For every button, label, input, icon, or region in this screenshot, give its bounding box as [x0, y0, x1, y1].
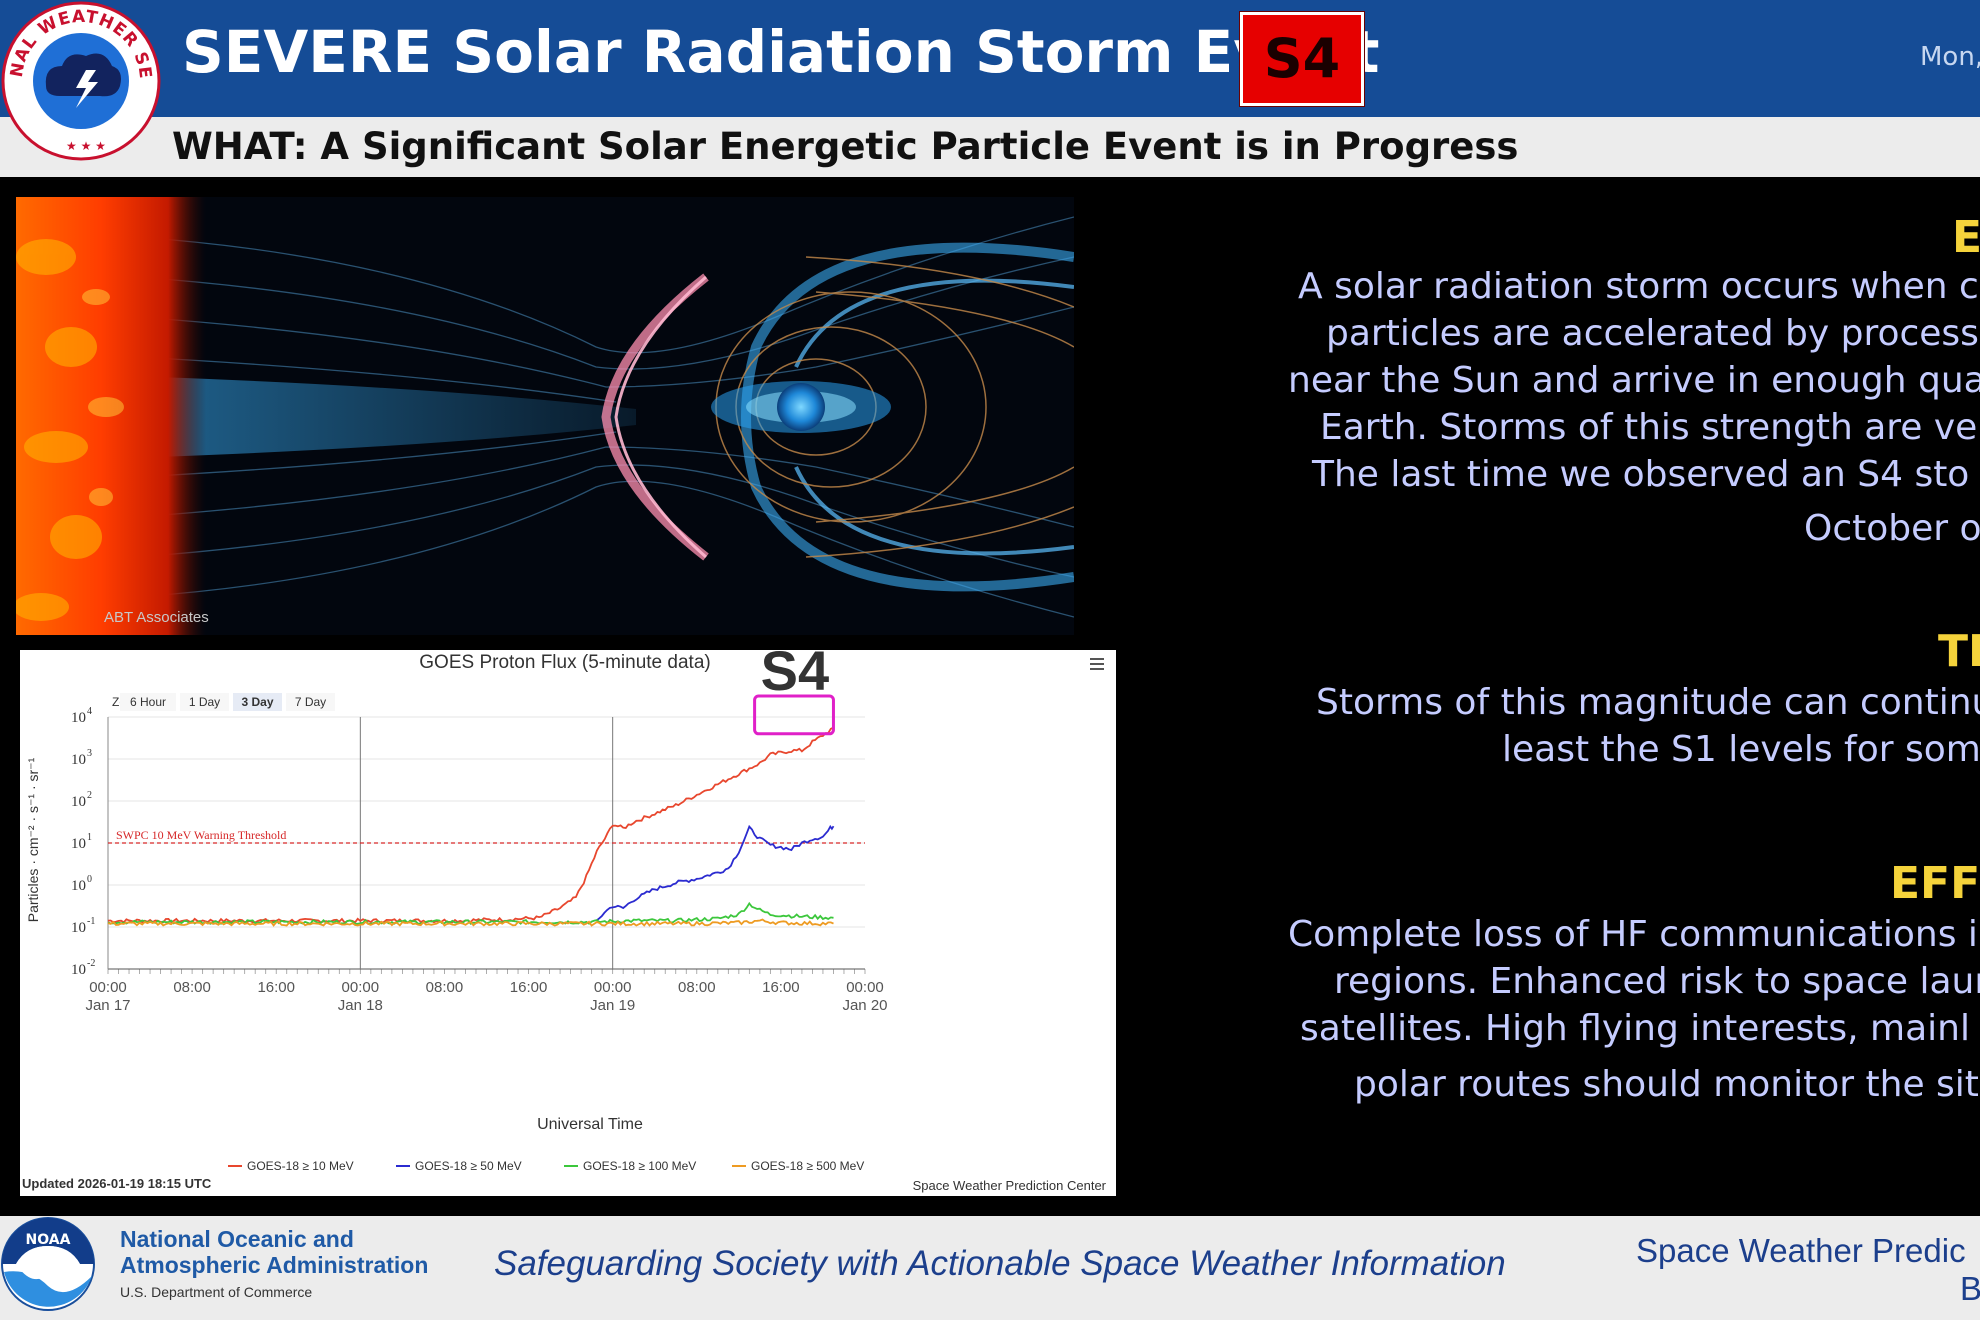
- y-tick-exponent: -1: [87, 916, 95, 927]
- s4-annotation-box: [753, 694, 835, 736]
- what-statement: WHAT: A Significant Solar Energetic Part…: [172, 125, 1519, 168]
- legend-label[interactable]: GOES-18 ≥ 10 MeV: [247, 1159, 354, 1173]
- noaa-name-line-2: Atmospheric Administration: [120, 1252, 429, 1278]
- series-line-0: [107, 726, 834, 924]
- section-1-line-4: Earth. Storms of this strength are ve: [1320, 407, 1978, 448]
- x-tick-time: 08:00: [173, 979, 211, 996]
- y-tick-exponent: 2: [87, 790, 92, 801]
- x-tick-time: 00:00: [342, 979, 380, 996]
- y-tick-exponent: 4: [87, 706, 92, 717]
- swpc-label-line-1: Space Weather Predic: [1636, 1232, 1966, 1269]
- header-bar: SEVERE Solar Radiation Storm Event S4 Mo…: [0, 0, 1980, 117]
- proton-flux-chart: GOES Proton Flux (5-minute data) Zoom 6 …: [20, 650, 1116, 1196]
- series-line-1: [596, 824, 835, 921]
- y-tick-label: 10: [71, 920, 86, 936]
- y-tick-label: 10: [71, 794, 86, 810]
- chart-title: GOES Proton Flux (5-minute data): [419, 652, 710, 673]
- noaa-name-line-1: National Oceanic and: [120, 1226, 354, 1252]
- image-credit: ABT Associates: [104, 609, 209, 626]
- zoom-button-0[interactable]: [120, 693, 176, 711]
- x-tick-time: 16:00: [762, 979, 800, 996]
- x-tick-time: 00:00: [846, 979, 884, 996]
- x-tick-date: Jan 18: [338, 997, 383, 1014]
- noaa-logo-icon: NOAA: [1, 1217, 95, 1311]
- what-banner: WHAT: A Significant Solar Energetic Part…: [0, 117, 1980, 177]
- y-tick-label: 10: [71, 710, 86, 726]
- y-tick-exponent: 1: [87, 832, 92, 843]
- svg-text:★ ★ ★: ★ ★ ★: [66, 139, 106, 153]
- y-tick-exponent: -2: [87, 958, 95, 969]
- chart-canvas: GOES Proton Flux (5-minute data) Zoom 6 …: [22, 650, 1107, 1193]
- y-axis-title: Particles · cm⁻² · s⁻¹ · sr⁻¹: [25, 757, 41, 922]
- zoom-button-label: 7 Day: [295, 695, 326, 709]
- x-tick-date: Jan 17: [85, 997, 130, 1014]
- zoom-button-label: 1 Day: [189, 695, 220, 709]
- legend-label[interactable]: GOES-18 ≥ 50 MeV: [415, 1159, 522, 1173]
- section-3-line-2: regions. Enhanced risk to space laun: [1334, 961, 1980, 1002]
- section-3-line-4: polar routes should monitor the sit: [1354, 1064, 1979, 1105]
- storm-scale-badge: S4: [1239, 11, 1365, 107]
- section-2-line-1: Storms of this magnitude can continu: [1316, 682, 1980, 723]
- series-line-2: [107, 901, 834, 926]
- section-2-title: TI: [1938, 626, 1980, 677]
- y-tick-label: 10: [71, 752, 86, 768]
- section-1-title: E: [1952, 212, 1980, 263]
- earth-icon: [777, 383, 825, 431]
- x-tick-time: 16:00: [257, 979, 295, 996]
- magnetosphere-illustration: ABT Associates: [16, 197, 1074, 635]
- sun-earth-graphic: [16, 197, 1074, 635]
- legend-label[interactable]: GOES-18 ≥ 100 MeV: [583, 1159, 696, 1173]
- section-3-line-1: Complete loss of HF communications i: [1288, 914, 1978, 955]
- s4-annotation-label: S4: [761, 650, 830, 702]
- section-1-line-6: October o: [1804, 508, 1980, 549]
- chart-source: Space Weather Prediction Center: [913, 1178, 1107, 1193]
- zoom-button-1[interactable]: [180, 693, 229, 711]
- threshold-label: SWPC 10 MeV Warning Threshold: [116, 828, 286, 842]
- nws-logo-icon: NATIONAL WEATHER SERVICE ★ ★ ★: [0, 0, 161, 161]
- footer-bar: [0, 1216, 1980, 1320]
- x-tick-time: 08:00: [678, 979, 716, 996]
- chart-menu-icon[interactable]: [1090, 658, 1104, 670]
- section-3-title: EFF: [1890, 858, 1980, 909]
- zoom-button-3[interactable]: [286, 693, 335, 711]
- noaa-department: U.S. Department of Commerce: [120, 1284, 313, 1300]
- x-tick-date: Jan 20: [842, 997, 887, 1014]
- y-tick-label: 10: [71, 962, 86, 978]
- y-tick-label: 10: [71, 836, 86, 852]
- section-1-line-3: near the Sun and arrive in enough qua: [1288, 360, 1980, 401]
- x-tick-date: Jan 19: [590, 997, 635, 1014]
- zoom-button-label: 3 Day: [241, 695, 273, 709]
- zoom-button-2[interactable]: [233, 693, 282, 711]
- section-1-line-1: A solar radiation storm occurs when c: [1298, 266, 1979, 307]
- date-label: Mon,: [1920, 42, 1980, 72]
- y-tick-exponent: 3: [87, 748, 92, 759]
- x-tick-time: 00:00: [89, 979, 127, 996]
- y-tick-exponent: 0: [87, 874, 92, 885]
- legend-label[interactable]: GOES-18 ≥ 500 MeV: [751, 1159, 864, 1173]
- section-1-line-2: particles are accelerated by processe: [1326, 313, 1980, 354]
- x-tick-time: 00:00: [594, 979, 632, 996]
- x-tick-time: 08:00: [426, 979, 464, 996]
- series-line-3: [107, 918, 834, 927]
- section-1-line-5: The last time we observed an S4 sto: [1312, 454, 1970, 495]
- footer-tagline: Safeguarding Society with Actionable Spa…: [494, 1244, 1506, 1283]
- zoom-button-label: 6 Hour: [130, 695, 166, 709]
- page-title: SEVERE Solar Radiation Storm Event: [182, 18, 1380, 86]
- updated-timestamp: Updated 2026-01-19 18:15 UTC: [22, 1176, 212, 1191]
- x-tick-time: 16:00: [510, 979, 548, 996]
- y-tick-label: 10: [71, 878, 86, 894]
- x-axis-title: Universal Time: [537, 1116, 643, 1133]
- section-3-line-3: satellites. High flying interests, mainl: [1300, 1008, 1970, 1049]
- swpc-label-line-2: B: [1960, 1270, 1980, 1307]
- noaa-logo-text: NOAA: [26, 1232, 71, 1248]
- section-2-line-2: least the S1 levels for som: [1502, 729, 1980, 770]
